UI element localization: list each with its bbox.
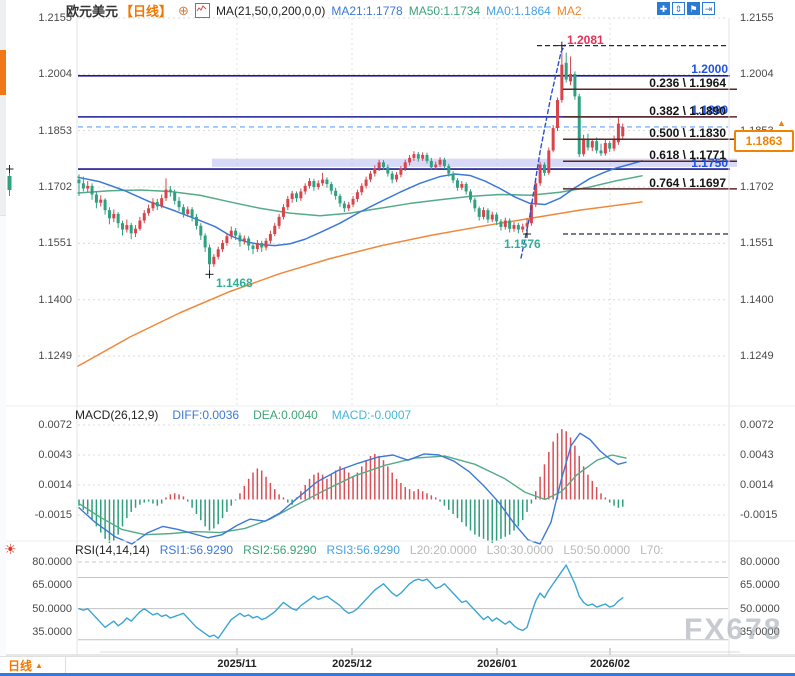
chart-header: 欧元美元 【日线】 ⊕ MA(21,50,0,200,0,0) MA21:1.17… [66,1,582,20]
price-axis-left-6: 1.1249 [38,350,72,362]
rsi-axis-left-2: 50.0000 [32,603,72,615]
rsi1-value: RSI1:56.9290 [159,543,234,557]
fx678-watermark: FX678 [684,613,783,646]
swing-low1-label: 1.1468 [216,276,253,290]
hline-label-1-1890: 1.1890 [691,103,728,117]
price-axis-right-0: 1.2155 [740,12,774,24]
rsi-l20-value: L20:20.0000 [409,543,477,557]
timeframe-tab-label: 日线 [8,659,33,673]
macd-axis-left-0: 0.0072 [38,419,72,431]
macd-axis-right-1: 0.0043 [740,449,774,461]
swing-low2-label: 1.1576 [504,237,541,251]
macd-title[interactable]: MACD(26,12,9) [75,408,159,422]
macd-axis-left-2: 0.0014 [38,479,72,491]
pan-tool-icon[interactable]: ✚ [657,2,670,15]
x-axis-month-0: 2025/11 [217,658,257,670]
rsi-title[interactable]: RSI(14,14,14) [75,543,150,557]
rsi3-value: RSI3:56.9290 [326,543,400,557]
left-panel-edge [0,215,6,657]
price-axis-left-2: 1.1853 [38,125,72,137]
price-axis-left-4: 1.1551 [38,237,72,249]
macd-macd-value: MACD:-0.0007 [331,408,412,422]
current-price-box: 1.1863 [734,130,794,152]
fit-scale-icon[interactable]: ⇕ [672,2,685,15]
price-up-arrow-icon: ▲ [777,118,786,128]
rsi-axis-right-2: 50.0000 [740,603,780,615]
rsi-l30-value: L30:30.0000 [486,543,554,557]
fib-label-0764: 0.764 \ 1.1697 [649,176,726,190]
swing-high-label: 1.2081 [567,33,604,47]
rsi-axis-right-1: 65.0000 [740,579,780,591]
ma0-value: MA0:1.1864 [486,3,551,18]
macd-dea-value: DEA:0.0040 [253,408,318,422]
price-axis-right-5: 1.1400 [740,294,774,306]
window-bottom-edge [0,673,795,676]
rsi-axis-left-0: 80.0000 [32,556,72,568]
fib-label-0382: 0.382 \ 1.1890 [649,104,726,118]
price-axis-right-6: 1.1249 [740,350,774,362]
go-to-end-icon[interactable]: ⇥ [702,2,715,15]
fib-label-0500: 0.500 \ 1.1830 [649,126,726,140]
x-axis-month-1: 2025/12 [332,658,372,670]
bottom-bar [0,656,795,674]
rsi-l70-value: L70: [640,543,664,557]
price-axis-left-0: 1.2155 [38,12,72,24]
price-axis-left-1: 1.2004 [38,68,72,80]
macd-axis-right-0: 0.0072 [740,419,774,431]
price-axis-right-1: 1.2004 [740,68,774,80]
indicator-hot-icon[interactable]: ☀ [4,541,17,557]
macd-diff-value: DIFF:0.0036 [172,408,240,422]
macd-axis-left-3: -0.0015 [34,509,72,521]
price-axis-left-5: 1.1400 [38,294,72,306]
rsi-axis-right-0: 80.0000 [740,556,780,568]
hline-label-1-1750: 1.1750 [691,156,728,170]
rsi-header: RSI(14,14,14) RSI1:56.9290 RSI2:56.9290 … [75,543,663,557]
hline-label-1-2000: 1.2000 [691,62,728,76]
fib-label-0236: 0.236 \ 1.1964 [649,76,726,90]
macd-axis-right-2: 0.0014 [740,479,774,491]
rsi2-value: RSI2:56.9290 [243,543,317,557]
add-indicator-icon[interactable]: ⊕ [178,2,189,18]
rsi-axis-left-3: 35.0000 [32,626,72,638]
price-axis-right-4: 1.1551 [740,237,774,249]
chart-type-icon[interactable] [194,3,210,18]
left-scrollbar-thumb[interactable] [0,50,6,95]
x-axis-month-3: 2026/02 [590,658,630,670]
price-axis-left-3: 1.1702 [38,181,72,193]
macd-axis-right-3: -0.0015 [740,509,778,521]
ma2-value: MA2 [556,3,582,18]
auto-scale-icon[interactable]: ⚑ [687,2,700,15]
timeframe-tab[interactable]: 日线 ▲ [0,657,66,674]
chevron-up-icon: ▲ [35,661,43,670]
period-label: 【日线】 [120,4,173,19]
ma-settings-label: MA(21,50,0,200,0,0) [215,3,326,18]
macd-axis-left-1: 0.0043 [38,449,72,461]
symbol-name: 欧元美元 [66,4,119,19]
ma21-value: MA21:1.1778 [331,3,403,18]
rsi-axis-right-3: 35.0000 [740,626,780,638]
rsi-l50-value: L50:50.0000 [563,543,631,557]
x-axis-month-2: 2026/01 [477,658,517,670]
macd-header: MACD(26,12,9) DIFF:0.0036 DEA:0.0040 MAC… [75,408,411,422]
rsi-axis-left-1: 65.0000 [32,579,72,591]
ma50-value: MA50:1.1734 [408,3,481,18]
fib-label-0618: 0.618 \ 1.1771 [649,148,726,162]
chart-toolbar: ✚ ⇕ ⚑ ⇥ [657,2,715,15]
price-axis-right-3: 1.1702 [740,181,774,193]
